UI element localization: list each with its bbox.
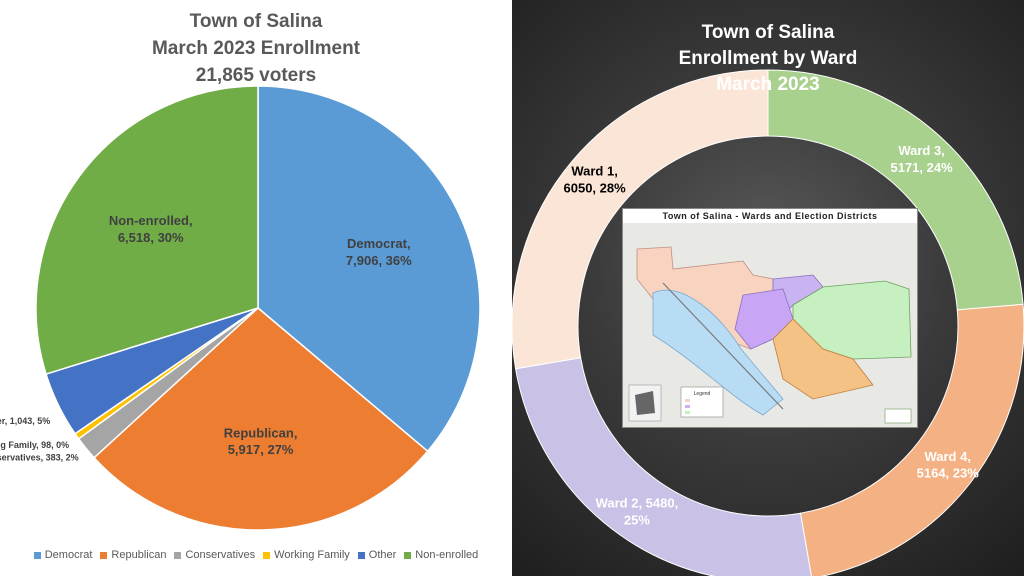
donut-title-line-3: March 2023 (716, 74, 820, 95)
map-legend-title: Legend (694, 391, 711, 397)
map-legend-swatch-3 (685, 411, 690, 414)
legend-label-other: Other (368, 549, 397, 561)
donut-label-ward-1: Ward 1, 6050, 28% (564, 164, 627, 196)
enrollment-pie-panel: Town of Salina March 2023 Enrollment 21,… (0, 8, 512, 561)
ward-donut-panel: Ward 3, 5171, 24% Ward 4, 5164, 23% Ward 2, … (512, 0, 1024, 576)
donut-chart-title: Town of Salina Enrollment by Ward March … (512, 20, 1024, 98)
pie-label-democrat: Democrat, 7,906, 36% (346, 236, 412, 268)
legend-swatch-other (357, 551, 365, 559)
ward-donut-chart: Ward 3, 5171, 24% Ward 4, 5164, 23% Ward 2, … (512, 69, 1024, 576)
map-legend-swatch-1 (685, 399, 690, 402)
map-inset-shape (635, 391, 655, 415)
legend-item-conservatives: Conservatives (174, 549, 255, 561)
highway-line (662, 282, 784, 410)
donut-label-ward-3: Ward 3, 5171, 24% (890, 143, 953, 175)
pie-slice-democrat (257, 85, 481, 453)
legend-label-working-family: Working Family (274, 549, 350, 561)
map-logo (884, 408, 912, 424)
legend-swatch-democrat (33, 551, 41, 559)
legend-item-non-enrolled: Non-enrolled (404, 549, 478, 561)
legend-label-non-enrolled: Non-enrolled (415, 549, 479, 561)
legend-swatch-working-family (263, 551, 271, 559)
legend-swatch-non-enrolled (404, 551, 412, 559)
donut-slice-ward-1 (512, 69, 769, 370)
enrollment-pie-chart: Democrat, 7,906, 36% Republican, 5,917, 27%… (0, 85, 481, 531)
legend-swatch-republican (100, 551, 108, 559)
pie-title-line-3: 21,865 voters (195, 65, 317, 86)
ward-4-area (772, 318, 874, 400)
legend-swatch-conservatives (174, 551, 182, 559)
donut-label-ward-2: Ward 2, 5480, 25% (596, 495, 679, 527)
pie-legend: Democrat Republican Conservatives Working F… (0, 549, 512, 561)
ward-map-image: Legend Town of Salina - Wards and Electi… (622, 208, 918, 428)
donut-slice-ward-4 (799, 303, 1024, 576)
pie-slice-republican (93, 307, 429, 531)
legend-label-republican: Republican (111, 549, 167, 561)
pie-title-line-1: Town of Salina (189, 11, 323, 32)
legend-item-democrat: Democrat (33, 549, 93, 561)
legend-label-democrat: Democrat (44, 549, 93, 561)
donut-title-line-1: Town of Salina (701, 22, 835, 43)
pie-label-non-enrolled: Non-enrolled, 6,518, 30% (109, 213, 193, 245)
map-title: Town of Salina - Wards and Election Dist… (662, 211, 878, 221)
legend-item-republican: Republican (100, 549, 166, 561)
pie-label-conservatives: Conservatives, 383, 2% (0, 452, 79, 462)
legend-label-conservatives: Conservatives (185, 549, 256, 561)
legend-item-working-family: Working Family (263, 549, 350, 561)
pie-title-line-2: March 2023 Enrollment (151, 38, 361, 59)
map-legend-swatch-2 (685, 405, 690, 408)
legend-item-other: Other (357, 549, 397, 561)
donut-title-line-2: Enrollment by Ward (678, 48, 858, 69)
pie-label-working-family: Working Family, 98, 0% (0, 440, 69, 450)
pie-chart-title: Town of Salina March 2023 Enrollment 21,… (0, 8, 512, 89)
pie-slice-non-enrolled (35, 85, 259, 376)
onondaga-lake (652, 289, 784, 416)
pie-label-republican: Republican, 5,917, 27% (224, 425, 298, 457)
donut-label-ward-4: Ward 4, 5164, 23% (917, 449, 980, 481)
pie-label-other: Other, 1,043, 5% (0, 416, 50, 426)
ward-map-drawing: Legend (623, 223, 917, 427)
